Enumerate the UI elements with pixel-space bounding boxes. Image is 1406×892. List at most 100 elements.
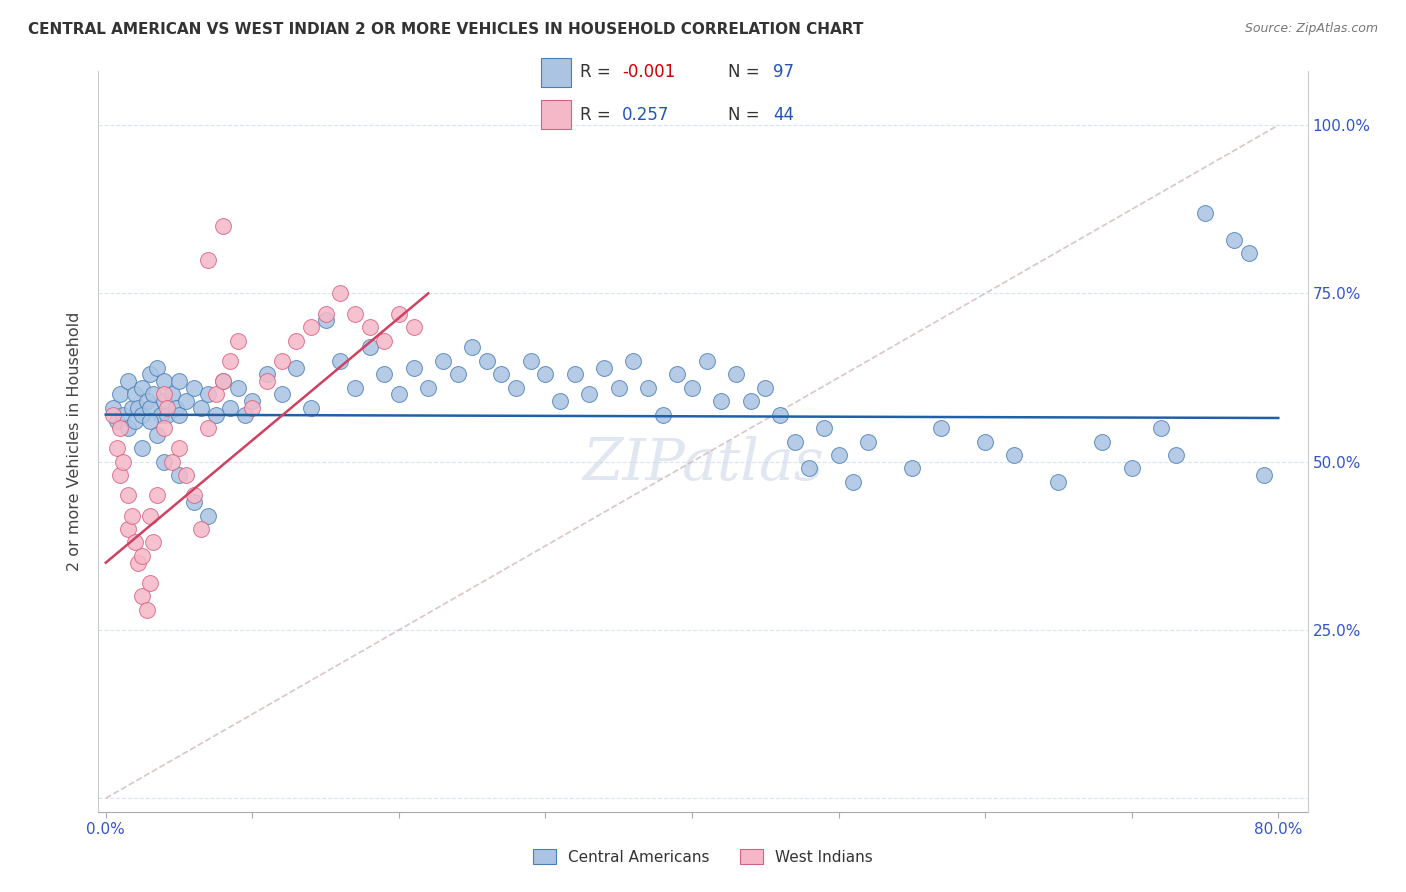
FancyBboxPatch shape bbox=[541, 101, 571, 129]
Point bbox=[270, 353, 292, 368]
Point bbox=[1164, 448, 1187, 462]
Point bbox=[138, 575, 160, 590]
Point bbox=[505, 381, 527, 395]
Point bbox=[402, 320, 425, 334]
Point bbox=[153, 421, 176, 435]
Point bbox=[564, 368, 586, 382]
Point bbox=[117, 488, 139, 502]
Point bbox=[1121, 461, 1143, 475]
Point bbox=[167, 468, 190, 483]
Text: R =: R = bbox=[581, 105, 616, 124]
Point bbox=[226, 334, 249, 348]
Point bbox=[204, 408, 226, 422]
Point bbox=[212, 374, 235, 388]
Point bbox=[197, 252, 219, 267]
Point bbox=[388, 387, 411, 401]
Point bbox=[418, 381, 440, 395]
Text: -0.001: -0.001 bbox=[621, 63, 675, 81]
Text: N =: N = bbox=[728, 63, 765, 81]
Point bbox=[329, 286, 352, 301]
Point bbox=[110, 387, 132, 401]
Point bbox=[666, 368, 689, 382]
Point bbox=[754, 381, 776, 395]
Point bbox=[432, 353, 454, 368]
Point bbox=[121, 508, 143, 523]
Point bbox=[534, 368, 557, 382]
Point bbox=[607, 381, 630, 395]
Point bbox=[343, 307, 366, 321]
Point bbox=[769, 408, 792, 422]
Point bbox=[131, 381, 153, 395]
Point bbox=[1150, 421, 1173, 435]
Point bbox=[135, 603, 157, 617]
Point bbox=[190, 401, 212, 415]
Point bbox=[110, 468, 132, 483]
Y-axis label: 2 or more Vehicles in Household: 2 or more Vehicles in Household bbox=[67, 312, 83, 571]
Point bbox=[146, 488, 169, 502]
Point bbox=[240, 394, 263, 409]
Point bbox=[131, 590, 153, 604]
Point bbox=[183, 495, 205, 509]
Point bbox=[112, 455, 135, 469]
Point bbox=[153, 374, 176, 388]
Point bbox=[204, 387, 226, 401]
Point bbox=[548, 394, 571, 409]
Point bbox=[183, 488, 205, 502]
Point bbox=[461, 340, 484, 354]
Point bbox=[1194, 205, 1216, 219]
Point bbox=[212, 374, 235, 388]
Point bbox=[160, 455, 183, 469]
Point bbox=[359, 340, 381, 354]
Point bbox=[197, 421, 219, 435]
Point bbox=[138, 368, 160, 382]
Point bbox=[681, 381, 703, 395]
Point bbox=[212, 219, 235, 234]
Point bbox=[929, 421, 952, 435]
Point bbox=[1047, 475, 1070, 489]
Point bbox=[117, 374, 139, 388]
Point bbox=[1237, 246, 1260, 260]
Text: ZIPatlas: ZIPatlas bbox=[582, 435, 824, 492]
Text: 44: 44 bbox=[773, 105, 794, 124]
Text: Source: ZipAtlas.com: Source: ZipAtlas.com bbox=[1244, 22, 1378, 36]
Point bbox=[491, 368, 513, 382]
Point bbox=[315, 313, 337, 327]
Point bbox=[219, 353, 242, 368]
Point bbox=[135, 394, 157, 409]
Point bbox=[150, 408, 173, 422]
Point bbox=[1004, 448, 1026, 462]
Point bbox=[1091, 434, 1114, 449]
Point bbox=[842, 475, 865, 489]
Point bbox=[142, 535, 165, 549]
Point bbox=[165, 401, 187, 415]
Point bbox=[696, 353, 718, 368]
Point bbox=[183, 381, 205, 395]
Point bbox=[256, 368, 278, 382]
Point bbox=[373, 368, 395, 382]
Point bbox=[101, 401, 124, 415]
Point bbox=[901, 461, 924, 475]
Point bbox=[285, 334, 308, 348]
Point bbox=[124, 387, 146, 401]
Text: CENTRAL AMERICAN VS WEST INDIAN 2 OR MORE VEHICLES IN HOUSEHOLD CORRELATION CHAR: CENTRAL AMERICAN VS WEST INDIAN 2 OR MOR… bbox=[28, 22, 863, 37]
Point bbox=[160, 387, 183, 401]
Point bbox=[156, 408, 179, 422]
Point bbox=[131, 408, 153, 422]
Point bbox=[107, 442, 129, 456]
Point bbox=[197, 387, 219, 401]
Point bbox=[117, 522, 139, 536]
Point bbox=[153, 387, 176, 401]
Point bbox=[233, 408, 256, 422]
Point bbox=[710, 394, 733, 409]
Point bbox=[127, 556, 149, 570]
Point bbox=[974, 434, 997, 449]
Point bbox=[520, 353, 543, 368]
Point bbox=[1253, 468, 1275, 483]
Point bbox=[176, 468, 198, 483]
Point bbox=[813, 421, 835, 435]
Text: N =: N = bbox=[728, 105, 765, 124]
Point bbox=[153, 455, 176, 469]
FancyBboxPatch shape bbox=[541, 58, 571, 87]
Point bbox=[651, 408, 673, 422]
Point bbox=[138, 508, 160, 523]
